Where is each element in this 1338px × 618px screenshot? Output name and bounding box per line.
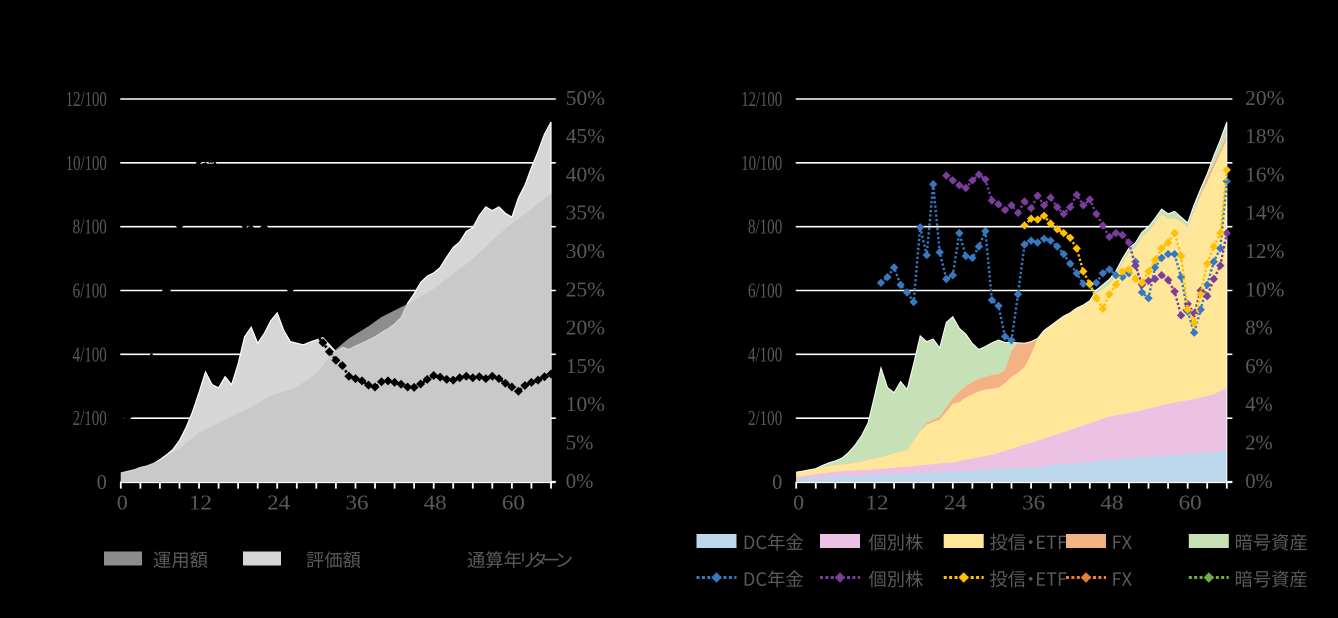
svg-text:15%: 15%	[566, 354, 605, 378]
svg-text:6/100: 6/100	[73, 279, 107, 303]
svg-text:24: 24	[944, 491, 968, 515]
svg-text:0%: 0%	[566, 469, 594, 493]
svg-text:40%: 40%	[566, 162, 605, 186]
svg-text:10/100: 10/100	[741, 151, 782, 175]
svg-text:8/100: 8/100	[73, 215, 107, 239]
svg-text:60: 60	[1179, 491, 1202, 515]
svg-text:0: 0	[117, 491, 128, 515]
svg-text:24: 24	[267, 491, 291, 515]
svg-text:36: 36	[346, 491, 369, 515]
svg-text:10%: 10%	[1245, 277, 1284, 301]
svg-text:10/100: 10/100	[66, 151, 107, 175]
svg-text:4/100: 4/100	[73, 342, 107, 366]
svg-text:45%: 45%	[566, 124, 605, 148]
svg-text:18%: 18%	[1245, 124, 1284, 148]
svg-text:20%: 20%	[1245, 86, 1284, 110]
svg-text:60: 60	[502, 491, 525, 515]
svg-text:12: 12	[189, 491, 212, 515]
svg-text:48: 48	[424, 491, 447, 515]
svg-text:16%: 16%	[1245, 162, 1284, 186]
svg-text:30%: 30%	[566, 239, 605, 263]
svg-text:14%: 14%	[1245, 201, 1284, 225]
svg-text:2/100: 2/100	[73, 406, 107, 430]
svg-text:4%: 4%	[1245, 392, 1273, 416]
svg-text:50%: 50%	[566, 86, 605, 110]
svg-text:12/100: 12/100	[741, 87, 782, 111]
svg-text:6/100: 6/100	[748, 279, 782, 303]
svg-text:0%: 0%	[1245, 469, 1273, 493]
svg-text:2%: 2%	[1245, 431, 1273, 455]
svg-text:6%: 6%	[1245, 354, 1273, 378]
svg-text:36: 36	[1022, 491, 1045, 515]
svg-text:35%: 35%	[566, 201, 605, 225]
svg-text:5%: 5%	[566, 431, 594, 455]
svg-text:2/100: 2/100	[748, 406, 782, 430]
svg-text:12%: 12%	[1245, 239, 1284, 263]
svg-text:12/100: 12/100	[66, 87, 107, 111]
svg-text:8%: 8%	[1245, 316, 1273, 340]
svg-text:0: 0	[772, 470, 782, 494]
svg-text:10%: 10%	[566, 392, 605, 416]
svg-text:8/100: 8/100	[748, 215, 782, 239]
svg-text:4/100: 4/100	[748, 342, 782, 366]
svg-text:12: 12	[866, 491, 889, 515]
svg-text:25%: 25%	[566, 277, 605, 301]
svg-text:0: 0	[793, 491, 804, 515]
svg-text:20%: 20%	[566, 316, 605, 340]
svg-text:0: 0	[97, 470, 107, 494]
svg-text:48: 48	[1100, 491, 1123, 515]
